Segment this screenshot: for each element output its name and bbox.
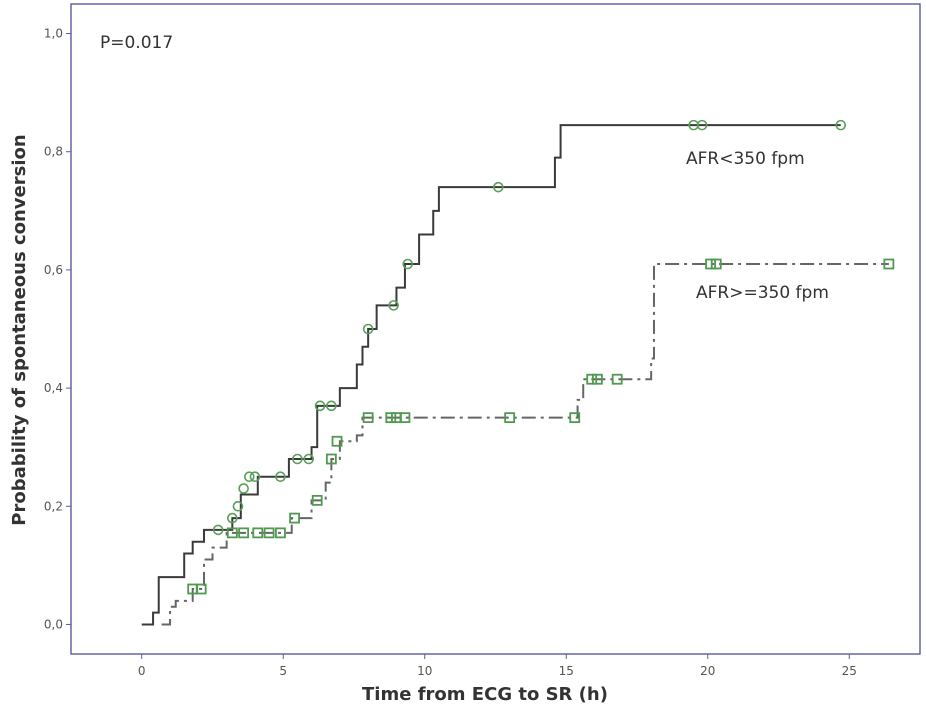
x-tick-label: 0 — [138, 664, 146, 678]
series-1-censor-marker — [227, 512, 238, 524]
series-1-censor-marker — [388, 300, 399, 311]
series-2-censor-marker — [195, 583, 207, 595]
series-2-censor-marker — [591, 373, 603, 385]
series-1-censor-marker — [303, 453, 315, 465]
series-1-censor-marker — [249, 471, 261, 483]
series-1-censor-marker — [402, 258, 414, 270]
series-2-censor-marker — [226, 527, 238, 539]
series-1-line — [141, 124, 841, 626]
series-2-censor-marker — [238, 527, 250, 539]
series-2-censor-marker — [710, 258, 722, 270]
series-2-censor-marker — [289, 512, 300, 524]
series-2-censor-marker — [385, 412, 397, 424]
series-1-censor-marker — [238, 483, 249, 494]
series-2-censor-marker — [705, 258, 716, 270]
series2-label: AFR>=350 fpm — [696, 283, 829, 303]
series-2-censor-marker — [504, 412, 516, 424]
series-1-censor-marker — [326, 400, 337, 412]
series-1-censor-marker — [835, 119, 847, 131]
x-tick-label: 5 — [279, 664, 287, 678]
series-2-censor-marker — [275, 527, 286, 539]
series-1-censor-marker — [243, 471, 255, 483]
series-2-censor-marker — [399, 412, 411, 424]
series-1-censor-marker — [696, 119, 708, 131]
y-tick-label: 0,6 — [44, 263, 63, 277]
x-tick-label: 25 — [842, 664, 857, 678]
series-layer — [141, 119, 895, 626]
x-tick-label: 15 — [559, 664, 574, 678]
series-2-censor-marker — [362, 412, 374, 424]
series-2-censor-marker — [569, 412, 581, 424]
series-1-censor-marker — [275, 471, 286, 483]
series-1-censor-marker — [212, 524, 224, 536]
p-value-annotation: P=0.017 — [100, 33, 173, 53]
x-tick-label: 20 — [700, 664, 715, 678]
series-2-censor-marker — [263, 527, 275, 539]
series1-label: AFR<350 fpm — [686, 149, 805, 169]
y-axis-title: Probability of spontaneous conversion — [9, 134, 30, 525]
series-1-censor-marker — [292, 453, 303, 465]
x-axis-title: Time from ECG to SR (h) — [362, 684, 608, 705]
series-2-censor-marker — [331, 435, 343, 447]
axes: 0 5 10 15 20 25 0,0 0,2 0,4 0,6 0,8 1,0 — [44, 27, 857, 678]
series-2-line — [161, 263, 889, 626]
series-2-censor-marker — [311, 494, 323, 506]
plot-frame — [70, 3, 921, 655]
series-2-censor-marker — [611, 373, 623, 385]
series-2-censor-marker — [883, 258, 895, 270]
series-1-censor-marker — [314, 400, 326, 412]
series-2-censor-marker — [252, 527, 264, 539]
series-2-censor-marker — [325, 453, 337, 465]
series-1-censor-marker — [493, 181, 504, 193]
series-1-censor-marker — [232, 500, 244, 512]
x-tick-label: 10 — [417, 664, 432, 678]
series-2-censor-marker — [586, 373, 598, 385]
y-tick-label: 0,0 — [44, 617, 63, 631]
y-tick-label: 1,0 — [44, 27, 63, 41]
y-tick-label: 0,2 — [44, 499, 63, 513]
y-tick-label: 0,4 — [44, 381, 63, 395]
y-tick-label: 0,8 — [44, 145, 63, 159]
series-1-censor-marker — [362, 323, 374, 335]
